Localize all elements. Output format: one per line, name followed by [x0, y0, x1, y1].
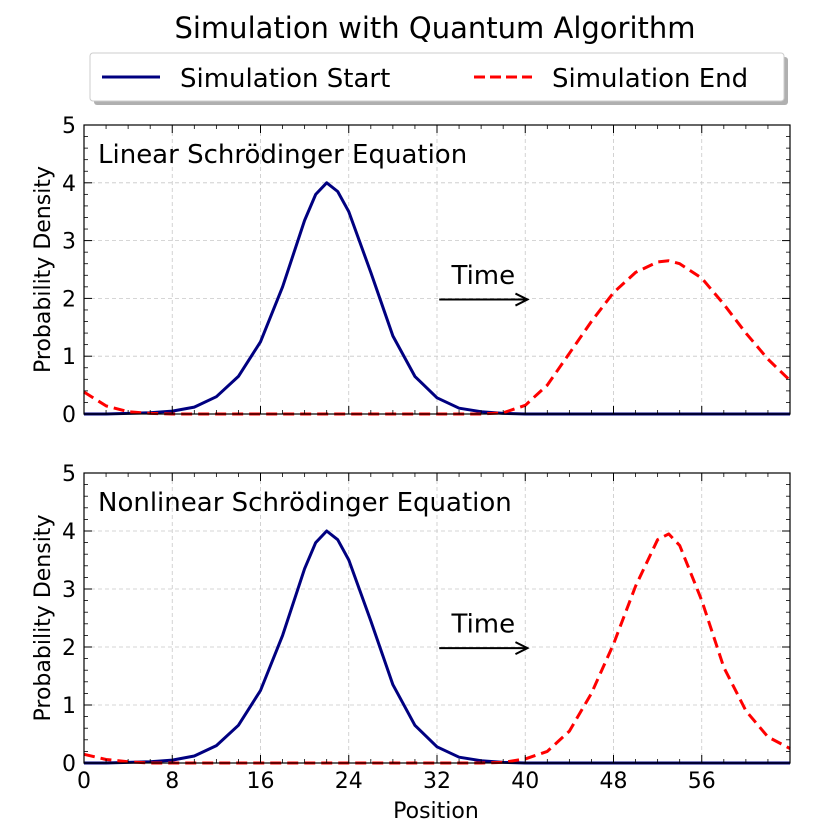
time-annotation: Time: [451, 610, 516, 640]
y-tick-label: 3: [62, 230, 76, 255]
x-tick-label: 32: [423, 769, 451, 794]
y-tick-label: 4: [62, 172, 76, 197]
x-tick-label: 24: [335, 769, 363, 794]
x-tick-label: 40: [511, 769, 539, 794]
y-tick-label: 1: [62, 345, 76, 370]
x-axis-label: Position: [393, 799, 479, 824]
y-tick-label: 5: [62, 462, 76, 487]
time-arrowhead-icon: [515, 641, 530, 656]
panel-title: Linear Schrödinger Equation: [98, 140, 467, 170]
panel-linear: 0 1 2 3 4 5 Probability Density Linear Schrödin…: [31, 114, 792, 428]
legend-label-start: Simulation Start: [180, 64, 390, 94]
x-tick-label: 0: [77, 769, 91, 794]
x-tick-label: 16: [247, 769, 275, 794]
legend: Simulation Start Simulation End: [89, 52, 788, 105]
y-tick-label: 0: [62, 752, 76, 777]
y-tick-label: 2: [62, 287, 76, 312]
figure-title: Simulation with Quantum Algorithm: [174, 11, 695, 45]
panel-nonlinear: 0 1 2 3 4 5 0 8 16 24 32 40 48 56 Probability Density N…: [31, 462, 791, 794]
x-tick-label: 56: [688, 769, 716, 794]
x-tick-label: 48: [600, 769, 628, 794]
y-axis-label: Probability Density: [31, 166, 56, 373]
legend-label-end: Simulation End: [552, 64, 748, 94]
legend-frame: [89, 52, 785, 102]
y-tick-label: 3: [62, 578, 76, 603]
y-tick-label: 0: [62, 403, 76, 428]
panel-title: Nonlinear Schrödinger Equation: [98, 488, 512, 518]
time-arrowhead-icon: [515, 292, 530, 307]
y-axis-label: Probability Density: [31, 515, 56, 722]
time-annotation: Time: [451, 261, 516, 291]
y-tick-label: 2: [62, 636, 76, 661]
y-tick-label: 5: [62, 114, 76, 139]
y-tick-label: 4: [62, 520, 76, 545]
x-tick-label: 8: [165, 769, 179, 794]
y-tick-label: 1: [62, 694, 76, 719]
